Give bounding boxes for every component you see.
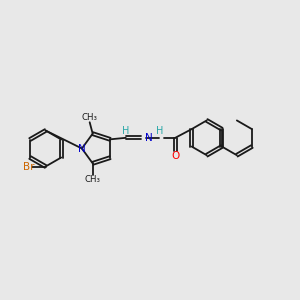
Text: O: O	[171, 152, 179, 161]
Text: H: H	[156, 126, 164, 136]
Text: CH₃: CH₃	[85, 175, 101, 184]
Text: N: N	[145, 133, 153, 142]
Text: H: H	[122, 126, 129, 136]
Text: Br: Br	[23, 161, 34, 172]
Text: CH₃: CH₃	[82, 113, 98, 122]
Text: N: N	[78, 143, 86, 154]
